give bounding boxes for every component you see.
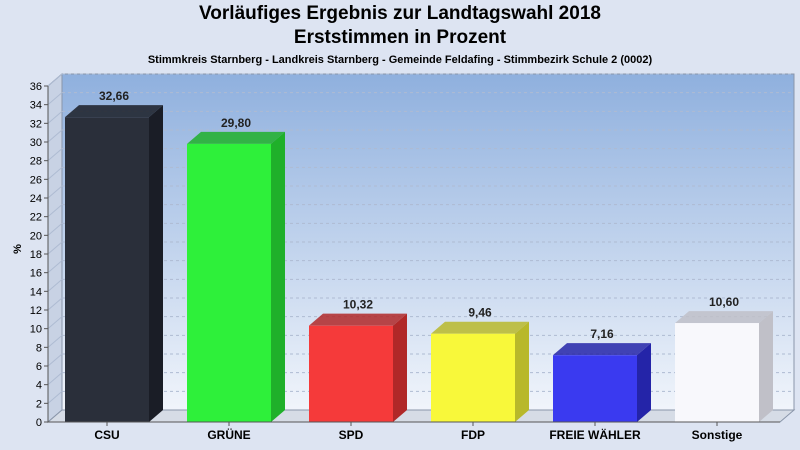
chart-title: Vorläufiges Ergebnis zur Landtagswahl 20… bbox=[199, 3, 601, 24]
bar-side bbox=[393, 313, 407, 422]
y-tick-label: 32 bbox=[30, 118, 42, 130]
bar-freie-wähler: 7,16 bbox=[553, 327, 651, 422]
bar bbox=[309, 325, 393, 422]
y-axis-label: % bbox=[12, 244, 24, 254]
y-tick-label: 26 bbox=[30, 174, 42, 186]
x-tick-label: CSU bbox=[94, 428, 119, 442]
y-tick-label: 2 bbox=[36, 398, 42, 410]
bar-grüne: 29,80 bbox=[187, 116, 285, 422]
data-label: 10,32 bbox=[343, 298, 373, 312]
y-tick-label: 10 bbox=[30, 324, 42, 336]
y-tick-label: 22 bbox=[30, 212, 42, 224]
chart-title-line2: Erststimmen in Prozent bbox=[293, 27, 507, 48]
bar-top bbox=[431, 321, 529, 334]
x-tick-label: FREIE WÄHLER bbox=[549, 427, 641, 442]
bar-fdp: 9,46 bbox=[431, 306, 529, 422]
bar-spd: 10,32 bbox=[309, 298, 407, 422]
bar-top bbox=[309, 313, 407, 326]
bar bbox=[675, 323, 759, 422]
y-tick-label: 18 bbox=[30, 249, 42, 261]
data-label: 29,80 bbox=[221, 116, 251, 130]
bar-side bbox=[637, 343, 651, 422]
bar bbox=[431, 333, 515, 422]
data-label: 10,60 bbox=[709, 295, 739, 309]
data-label: 9,46 bbox=[468, 306, 492, 320]
y-tick-label: 28 bbox=[30, 156, 42, 168]
data-label: 7,16 bbox=[590, 327, 614, 341]
bar bbox=[553, 355, 637, 422]
bar-top bbox=[65, 105, 163, 118]
bars: 32,66 29,80 10,32 9,46 7,16 10,60 bbox=[65, 89, 773, 422]
y-tick-label: 36 bbox=[30, 81, 42, 93]
x-tick-label: GRÜNE bbox=[207, 427, 250, 442]
y-tick-label: 6 bbox=[36, 361, 42, 373]
y-tick-label: 16 bbox=[30, 268, 42, 280]
x-tick-label: Sonstige bbox=[692, 428, 743, 442]
bar bbox=[187, 143, 271, 422]
bar-side bbox=[271, 131, 285, 422]
y-tick-label: 34 bbox=[30, 100, 42, 112]
y-tick-label: 8 bbox=[36, 342, 42, 354]
y-tick-label: 24 bbox=[30, 193, 42, 205]
bar-csu: 32,66 bbox=[65, 89, 163, 422]
y-tick-label: 4 bbox=[36, 380, 42, 392]
bar-sonstige: 10,60 bbox=[675, 295, 773, 422]
x-axis: CSU GRÜNE SPD FDP FREIE WÄHLER Sonstige bbox=[48, 421, 780, 442]
bar-top bbox=[187, 131, 285, 144]
bar-top bbox=[675, 311, 773, 324]
y-tick-label: 20 bbox=[30, 230, 42, 242]
y-tick-label: 0 bbox=[36, 417, 42, 429]
chart-subtitle: Stimmkreis Starnberg - Landkreis Starnbe… bbox=[147, 54, 653, 66]
data-label: 32,66 bbox=[99, 89, 129, 103]
bar bbox=[65, 117, 149, 422]
y-tick-label: 14 bbox=[30, 286, 42, 298]
y-tick-label: 12 bbox=[30, 305, 42, 317]
bar-side bbox=[759, 311, 773, 422]
bar-side bbox=[149, 105, 163, 422]
x-tick-label: FDP bbox=[461, 428, 485, 442]
y-tick-label: 30 bbox=[30, 137, 42, 149]
bar-side bbox=[515, 321, 529, 422]
x-tick-label: SPD bbox=[339, 428, 364, 442]
bar-top bbox=[553, 343, 651, 356]
grid-lines bbox=[47, 73, 794, 404]
